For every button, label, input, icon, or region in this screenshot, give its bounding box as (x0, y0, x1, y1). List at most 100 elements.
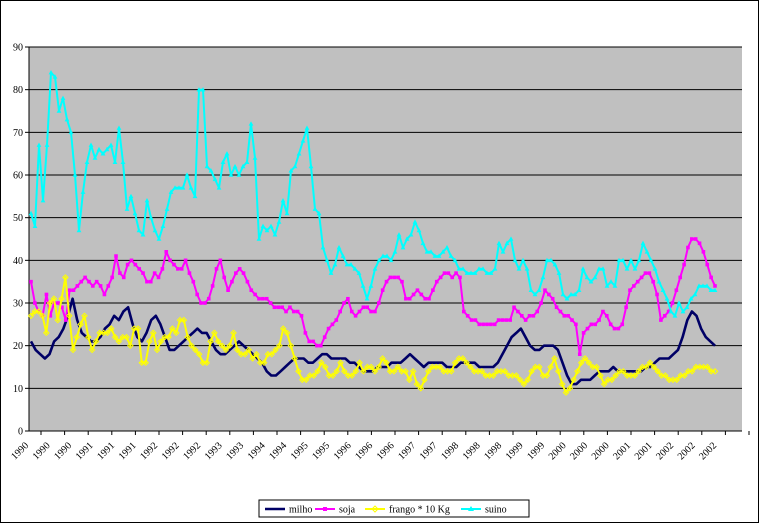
data-point (596, 266, 602, 271)
data-point (682, 262, 686, 267)
data-point (384, 253, 390, 258)
data-point (188, 185, 194, 190)
data-point (400, 279, 404, 284)
data-point (704, 283, 710, 288)
data-point (536, 287, 542, 292)
data-point (524, 266, 530, 271)
data-point (148, 215, 154, 220)
data-point (179, 267, 184, 271)
data-point (100, 151, 106, 156)
data-point (314, 367, 321, 375)
data-point (608, 376, 616, 384)
data-point (404, 296, 408, 301)
series-line (30, 238, 716, 356)
data-point (604, 283, 610, 288)
data-point (65, 312, 73, 320)
data-point (360, 283, 366, 288)
data-point (456, 266, 462, 271)
data-point (635, 367, 642, 375)
x-tick-label: 1998 (482, 440, 504, 462)
data-point (62, 274, 69, 281)
legend-label: soja (339, 505, 356, 516)
data-point (380, 288, 385, 292)
data-point (241, 271, 246, 275)
legend-entry: frango * 10 Kg (365, 505, 450, 516)
data-point (612, 283, 618, 288)
data-point (284, 309, 288, 314)
data-point (647, 271, 652, 275)
y-tick-label: 0 (18, 427, 23, 438)
data-point (419, 292, 424, 297)
data-point (318, 359, 325, 367)
data-point (364, 296, 370, 301)
data-point (361, 305, 366, 310)
data-point (620, 257, 626, 263)
data-point (261, 296, 265, 301)
data-point (600, 266, 606, 271)
data-point (446, 271, 451, 275)
data-point (424, 249, 430, 254)
x-tick-label: 2002 (654, 440, 676, 462)
data-point (39, 312, 46, 320)
data-point (496, 240, 502, 246)
data-point (450, 275, 455, 280)
data-point (612, 372, 619, 379)
data-point (574, 367, 581, 375)
data-point (400, 244, 406, 250)
data-point (574, 322, 578, 327)
data-point (711, 367, 719, 375)
data-point (108, 142, 114, 147)
data-point (442, 271, 447, 275)
data-point (334, 318, 339, 322)
data-point (492, 266, 498, 271)
data-point (296, 151, 302, 156)
data-point (300, 138, 306, 143)
data-point (96, 146, 102, 152)
data-point (320, 244, 326, 250)
data-point (264, 227, 270, 233)
data-point (230, 279, 234, 284)
data-point (620, 322, 625, 327)
legend-entry: suino (461, 505, 507, 516)
data-point (128, 193, 134, 199)
data-point (319, 343, 323, 348)
data-point (272, 346, 279, 354)
x-tick-label: 2000 (590, 440, 612, 462)
data-point (316, 210, 322, 216)
data-point (284, 210, 290, 216)
data-point (660, 287, 666, 292)
data-point (713, 284, 717, 288)
data-point (383, 359, 390, 367)
data-point (88, 142, 94, 147)
data-point (87, 279, 91, 284)
data-point (646, 359, 654, 367)
data-point (44, 142, 50, 147)
data-point (572, 291, 578, 297)
data-point (409, 367, 417, 375)
gridlines (29, 46, 742, 389)
data-point (36, 142, 42, 147)
data-point (123, 333, 130, 341)
data-point (488, 270, 494, 275)
data-point (369, 309, 373, 314)
data-point (527, 314, 532, 318)
data-point (686, 245, 690, 250)
data-point (558, 380, 566, 388)
data-point (584, 274, 590, 280)
data-point (304, 125, 310, 130)
x-tick-label: 1993 (224, 440, 246, 462)
data-point (236, 172, 242, 177)
data-point (137, 267, 142, 271)
data-point (368, 283, 374, 288)
data-point (593, 322, 598, 327)
data-point (516, 309, 520, 314)
data-point (73, 333, 81, 341)
data-point (302, 376, 310, 384)
data-point (322, 335, 327, 339)
series-line (30, 71, 715, 317)
legend-marker (323, 507, 327, 511)
data-point (121, 275, 126, 280)
data-point (601, 309, 605, 314)
data-point (291, 309, 296, 314)
data-point (543, 288, 547, 292)
